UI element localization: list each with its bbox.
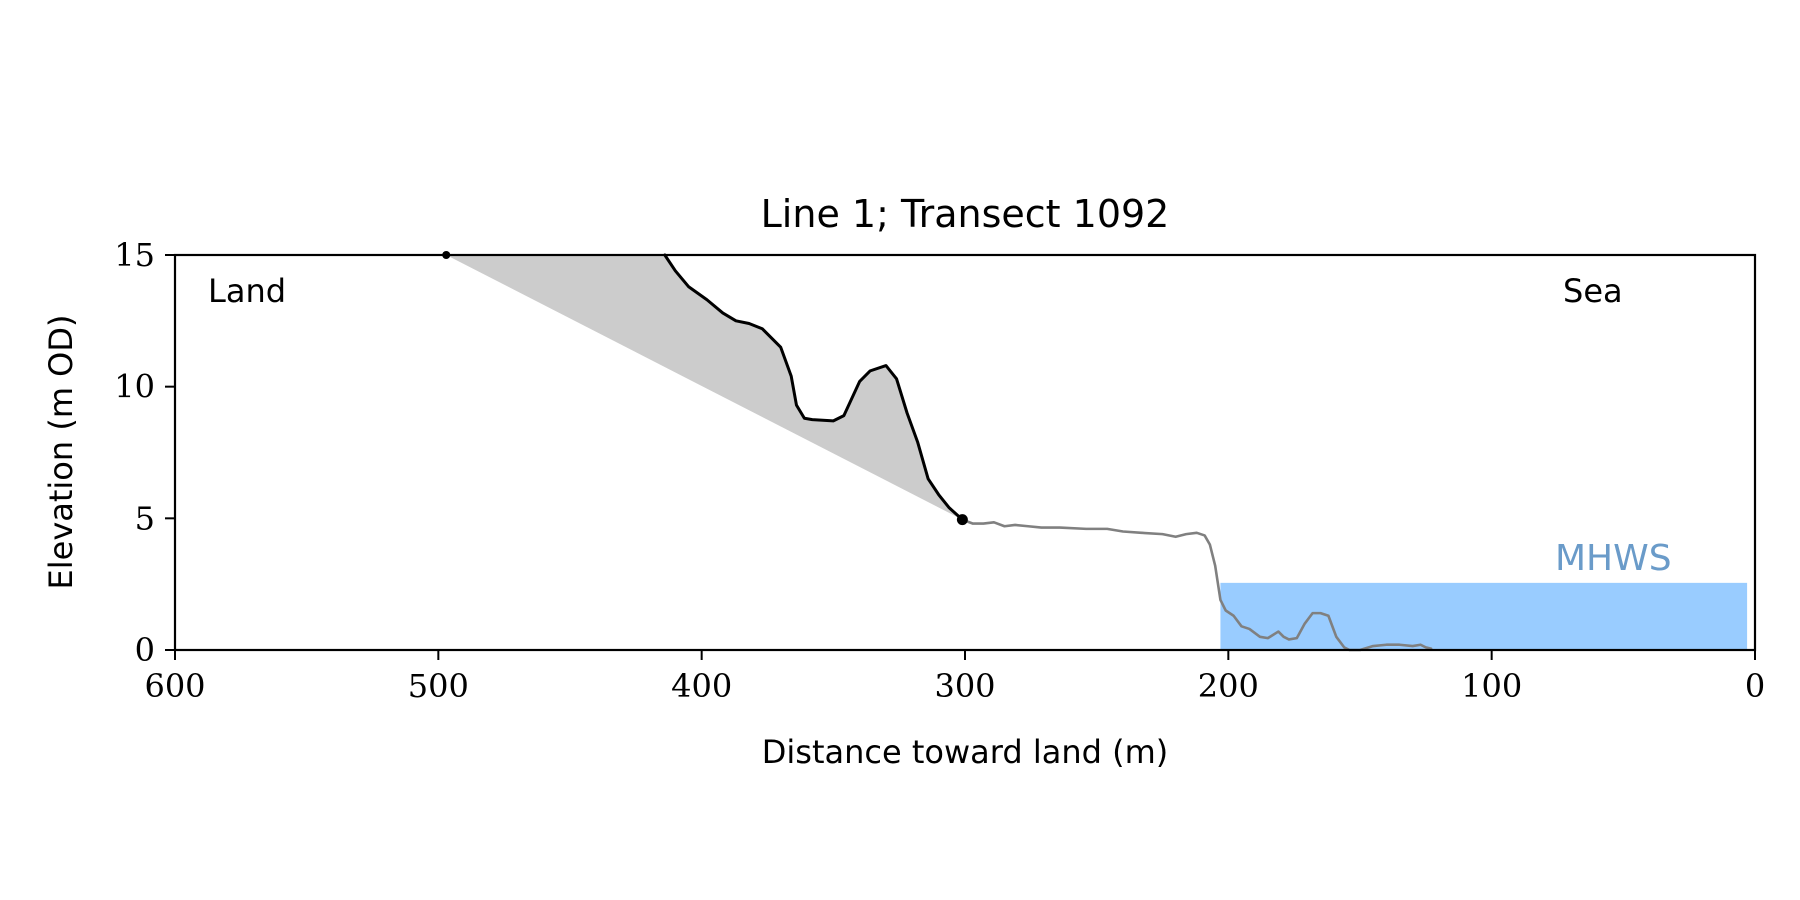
y-tick-label: 10 [114,368,155,406]
y-tick-label: 0 [135,631,155,669]
mhws-label: MHWS [1555,538,1672,579]
x-tick-label: 200 [1198,667,1259,705]
chart-title: Line 1; Transect 1092 [761,192,1170,236]
x-axis-label: Distance toward land (m) [762,733,1168,771]
land-annotation: Land [208,272,286,310]
x-tick-label: 300 [934,667,995,705]
x-tick-label: 0 [1745,667,1765,705]
plot-area [442,251,1748,652]
mhws-band [1220,582,1748,650]
y-tick-label: 5 [135,499,155,537]
sea-annotation: Sea [1563,272,1623,310]
x-tick-label: 600 [144,667,205,705]
y-tick-label: 15 [114,236,155,274]
marker-point [956,514,968,526]
x-axis: 600 500 400 300 200 100 0 [144,650,1765,705]
x-tick-label: 400 [671,667,732,705]
y-axis-label: Elevation (m OD) [42,315,80,590]
shaded-region [446,255,963,520]
x-tick-label: 100 [1461,667,1522,705]
cliff-line [663,253,964,522]
x-tick-label: 500 [408,667,469,705]
y-axis: 0 5 10 15 [114,236,175,669]
